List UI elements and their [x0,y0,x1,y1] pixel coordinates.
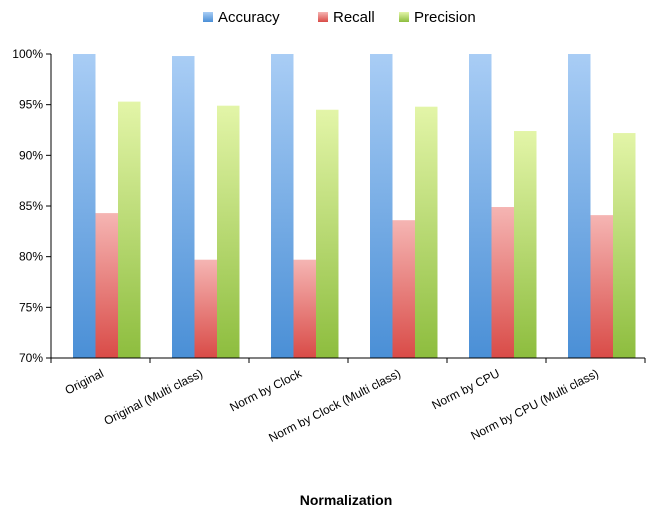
bar-accuracy [370,54,393,358]
legend-label-accuracy: Accuracy [218,9,280,26]
bar-accuracy [172,56,195,358]
bar-accuracy [271,54,294,358]
bar-precision [118,101,141,359]
y-tick-label: 85% [19,199,43,213]
bar-recall [194,259,217,358]
legend: Accuracy Recall Precision [203,9,476,26]
x-axis-title: Normalization [300,492,393,508]
y-tick-label: 95% [19,98,43,112]
bar-recall [590,215,613,358]
y-axis: 70% 75% 80% 85% 90% 95% 100% [12,47,52,365]
x-tick-label: Original [63,366,106,397]
y-tick-label: 80% [19,250,43,264]
bar-precision [316,109,339,358]
bar-recall [491,207,514,358]
bar-precision [217,105,240,359]
legend-swatch-precision [399,12,409,22]
y-tick-label: 70% [19,351,43,365]
legend-label-precision: Precision [414,9,476,26]
bar-accuracy [73,54,96,358]
bar-precision [415,106,438,359]
bar-precision [514,131,537,358]
legend-swatch-recall [318,12,328,22]
y-tick-label: 100% [12,47,43,61]
legend-label-recall: Recall [333,9,375,26]
x-tick-label: Original (Multi class) [102,366,205,428]
bars [73,54,636,359]
bar-recall [95,213,118,358]
x-tick-label: Norm by CPU [430,366,502,412]
y-tick-label: 75% [19,300,43,314]
bar-precision [613,133,636,358]
bar-accuracy [469,54,492,358]
bar-accuracy [568,54,591,358]
bar-recall [293,259,316,358]
legend-swatch-accuracy [203,12,213,22]
y-tick-label: 90% [19,148,43,162]
x-tick-label: Norm by Clock [227,366,304,415]
bar-recall [392,220,415,358]
